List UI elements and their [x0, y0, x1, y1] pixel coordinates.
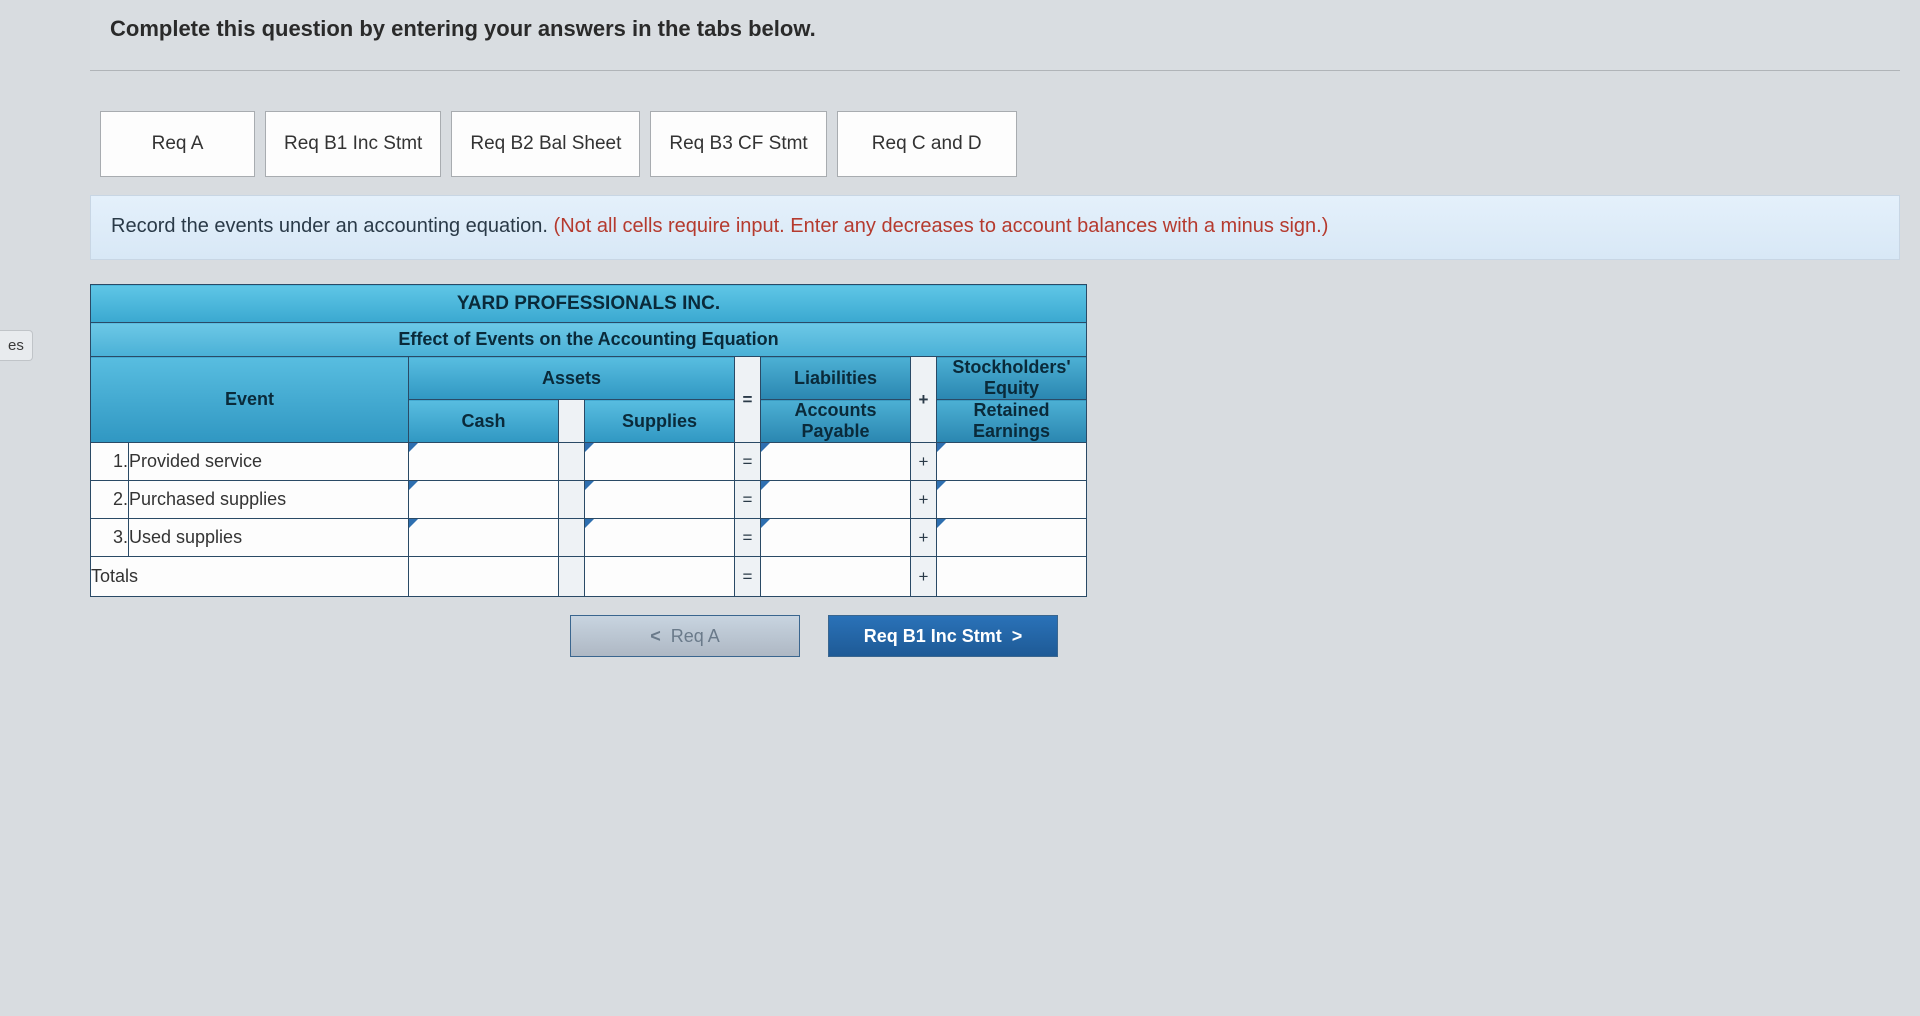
header-accounts-payable: Accounts Payable: [761, 400, 911, 443]
table-company-title: YARD PROFESSIONALS INC.: [91, 285, 1087, 323]
op-blank: [559, 519, 585, 557]
header-retained-earnings: Retained Earnings: [937, 400, 1087, 443]
op-equals: =: [735, 481, 761, 519]
input-supplies-2[interactable]: [585, 481, 735, 519]
op-plus: +: [911, 519, 937, 557]
op-blank: [559, 557, 585, 597]
input-cash-1[interactable]: [409, 443, 559, 481]
input-marker-icon: [937, 443, 946, 452]
op-plus: +: [911, 443, 937, 481]
input-re-1[interactable]: [937, 443, 1087, 481]
row-number: 3.: [91, 519, 129, 557]
row-event-label: Used supplies: [129, 519, 409, 557]
table-subtitle: Effect of Events on the Accounting Equat…: [91, 323, 1087, 357]
input-cash-3[interactable]: [409, 519, 559, 557]
op-blank: [559, 481, 585, 519]
input-ap-2[interactable]: [761, 481, 911, 519]
input-marker-icon: [761, 481, 770, 490]
op-plus: +: [911, 481, 937, 519]
tab-req-b2[interactable]: Req B2 Bal Sheet: [451, 111, 640, 177]
op-equals: =: [735, 557, 761, 597]
row-number: 2.: [91, 481, 129, 519]
header-plus-assets: [559, 400, 585, 443]
input-re-3[interactable]: [937, 519, 1087, 557]
instruction-text: Complete this question by entering your …: [90, 0, 1900, 71]
accounting-equation-table: YARD PROFESSIONALS INC. Effect of Events…: [90, 284, 1087, 597]
op-equals: =: [735, 519, 761, 557]
total-cash: [409, 557, 559, 597]
header-event: Event: [91, 357, 409, 443]
next-button[interactable]: Req B1 Inc Stmt >: [828, 615, 1058, 657]
chevron-left-icon: <: [650, 626, 661, 647]
input-marker-icon: [761, 443, 770, 452]
tab-req-a[interactable]: Req A: [100, 111, 255, 177]
chevron-right-icon: >: [1012, 626, 1023, 647]
input-ap-3[interactable]: [761, 519, 911, 557]
input-marker-icon: [409, 481, 418, 490]
header-liabilities: Liabilities: [761, 357, 911, 400]
header-cash: Cash: [409, 400, 559, 443]
input-ap-1[interactable]: [761, 443, 911, 481]
op-blank: [559, 443, 585, 481]
prompt-hint: (Not all cells require input. Enter any …: [554, 215, 1329, 237]
total-re: [937, 557, 1087, 597]
input-cash-2[interactable]: [409, 481, 559, 519]
input-marker-icon: [409, 519, 418, 528]
table-row: 3. Used supplies = +: [91, 519, 1087, 557]
tab-req-b3[interactable]: Req B3 CF Stmt: [650, 111, 826, 177]
input-marker-icon: [585, 481, 594, 490]
table-row: 1. Provided service = +: [91, 443, 1087, 481]
prev-button: < Req A: [570, 615, 800, 657]
header-equals-1: =: [735, 357, 761, 443]
row-event-label: Provided service: [129, 443, 409, 481]
input-marker-icon: [409, 443, 418, 452]
input-marker-icon: [937, 519, 946, 528]
row-number: 1.: [91, 443, 129, 481]
input-re-2[interactable]: [937, 481, 1087, 519]
nav-row: < Req A Req B1 Inc Stmt >: [570, 615, 1900, 657]
prompt-main: Record the events under an accounting eq…: [111, 215, 554, 237]
side-panel-tab[interactable]: es: [0, 330, 33, 361]
tabs-row: Req A Req B1 Inc Stmt Req B2 Bal Sheet R…: [100, 111, 1900, 177]
main-container: Complete this question by entering your …: [90, 0, 1900, 657]
input-marker-icon: [585, 519, 594, 528]
next-button-label: Req B1 Inc Stmt: [864, 626, 1002, 647]
table-row-totals: Totals = +: [91, 557, 1087, 597]
total-supplies: [585, 557, 735, 597]
total-ap: [761, 557, 911, 597]
header-plus-1: +: [911, 357, 937, 443]
op-plus: +: [911, 557, 937, 597]
prompt-box: Record the events under an accounting eq…: [90, 195, 1900, 260]
op-equals: =: [735, 443, 761, 481]
input-supplies-1[interactable]: [585, 443, 735, 481]
tab-req-b1[interactable]: Req B1 Inc Stmt: [265, 111, 441, 177]
header-supplies: Supplies: [585, 400, 735, 443]
input-marker-icon: [761, 519, 770, 528]
tab-req-cd[interactable]: Req C and D: [837, 111, 1017, 177]
header-equity: Stockholders' Equity: [937, 357, 1087, 400]
row-event-label: Purchased supplies: [129, 481, 409, 519]
input-supplies-3[interactable]: [585, 519, 735, 557]
prev-button-label: Req A: [671, 626, 720, 647]
header-assets: Assets: [409, 357, 735, 400]
input-marker-icon: [937, 481, 946, 490]
totals-label: Totals: [91, 557, 409, 597]
table-row: 2. Purchased supplies = +: [91, 481, 1087, 519]
input-marker-icon: [585, 443, 594, 452]
